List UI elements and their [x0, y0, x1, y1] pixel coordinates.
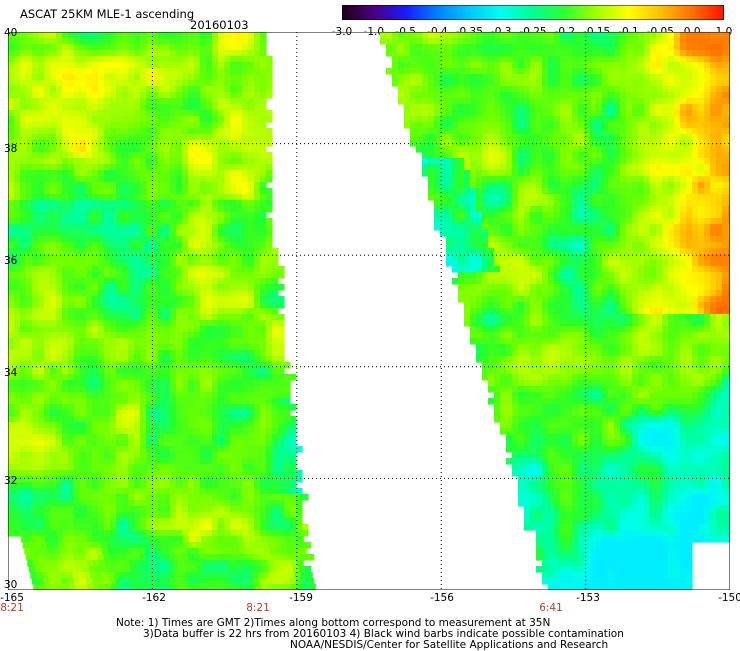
lat-label-32: 32 [4, 475, 17, 487]
wind-swath-map [8, 32, 730, 590]
note-line-3: NOAA/NESDIS/Center for Satellite Applica… [290, 639, 608, 651]
lat-label-36: 36 [4, 255, 17, 267]
lon-label-153: -153 [576, 592, 600, 604]
lat-label-30: 30 [4, 579, 17, 591]
color-scale-bar [342, 5, 724, 20]
lat-label-40: 40 [4, 27, 17, 39]
time-label-1: 8:21 [0, 602, 24, 614]
lat-label-38: 38 [4, 143, 17, 155]
product-date: 20160103 [190, 20, 249, 31]
swath-cells [8, 32, 730, 590]
lon-label-156: -156 [430, 592, 454, 604]
time-label-3: 6:41 [539, 602, 563, 614]
lon-label-162: -162 [142, 592, 166, 604]
lon-label-150: -150 [718, 592, 740, 604]
product-title: ASCAT 25KM MLE-1 ascending [20, 9, 194, 20]
lat-label-34: 34 [4, 367, 17, 379]
time-label-2: 8:21 [246, 602, 270, 614]
lon-label-159: -159 [289, 592, 313, 604]
